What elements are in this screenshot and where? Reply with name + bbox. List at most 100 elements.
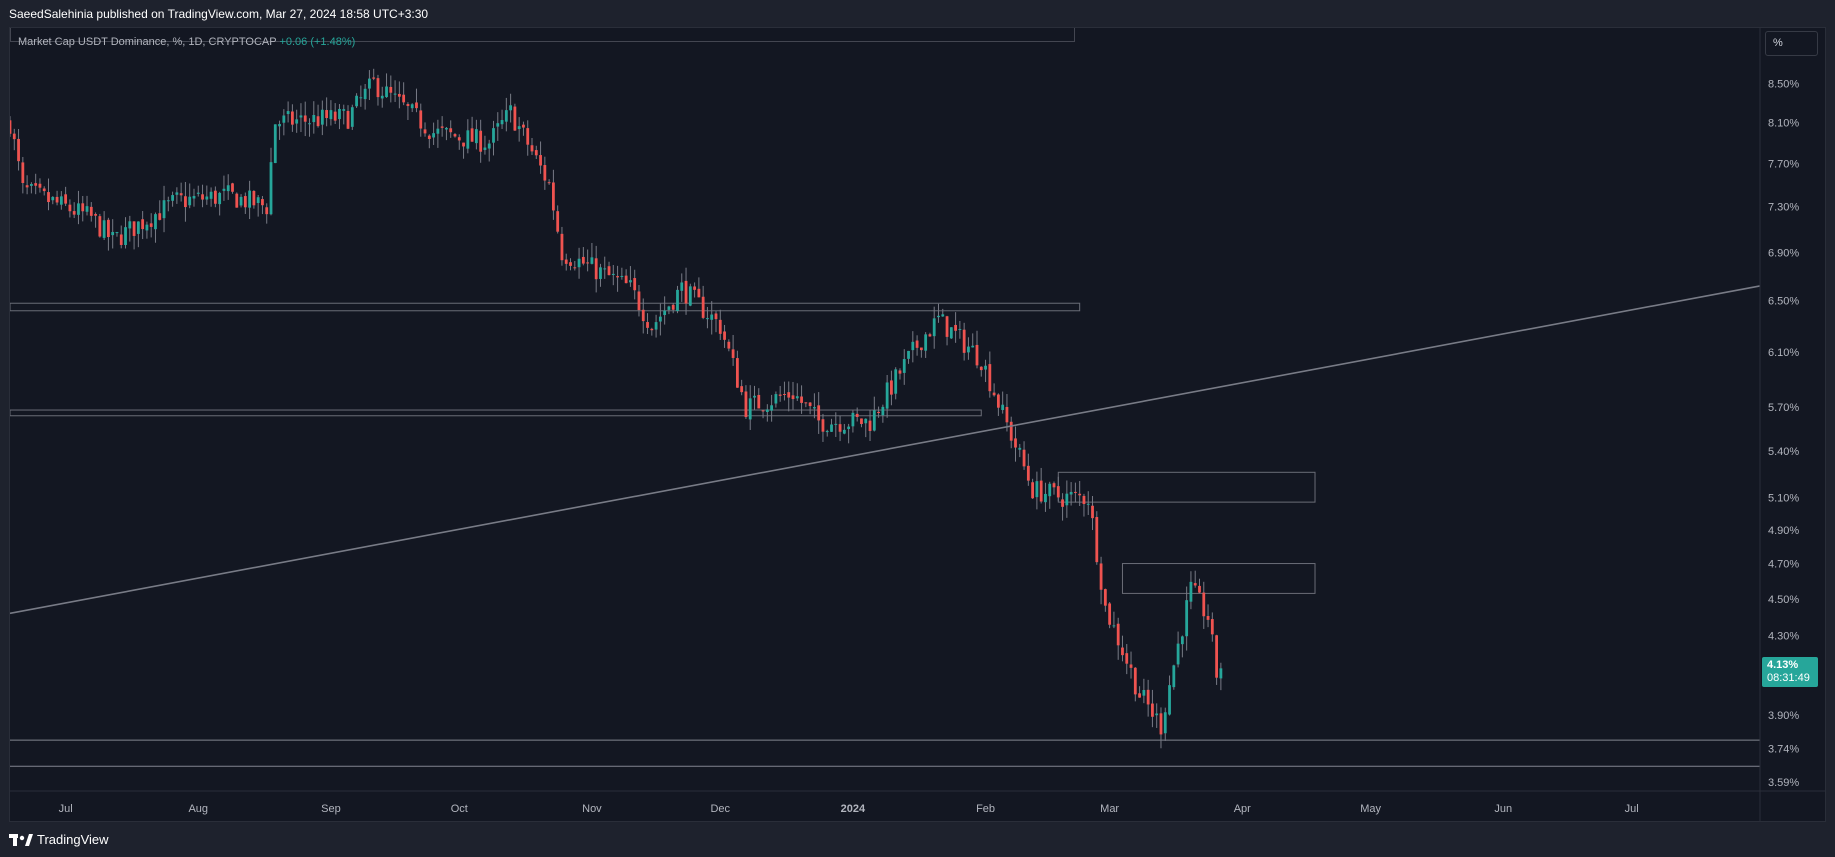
candle-up xyxy=(166,200,170,202)
trendline-layer xyxy=(10,285,1761,615)
candle-down xyxy=(646,322,649,328)
candle-down xyxy=(547,182,551,184)
candle-up xyxy=(517,126,521,130)
price-tick-label: 3.90% xyxy=(1768,710,1799,722)
candle-up xyxy=(834,423,838,425)
candle-down xyxy=(462,142,465,147)
candle-down xyxy=(992,392,996,396)
candle-down xyxy=(928,334,932,337)
candle-up xyxy=(590,257,594,264)
candle-up xyxy=(667,306,671,310)
candle-down xyxy=(423,129,427,134)
candle-up xyxy=(825,430,829,433)
candle-up xyxy=(753,395,756,398)
candle-up xyxy=(136,221,140,234)
candle-up xyxy=(658,316,662,322)
candle-down xyxy=(919,347,923,351)
candle-up xyxy=(363,88,367,100)
tradingview-logo[interactable]: TradingView xyxy=(9,832,109,847)
candle-down xyxy=(261,199,264,206)
candle-down xyxy=(996,394,1000,408)
time-tick-label: Feb xyxy=(976,803,995,815)
candle-up xyxy=(1219,668,1223,679)
candle-up xyxy=(851,412,855,427)
candle-up xyxy=(380,95,384,99)
price-tick-label: 4.70% xyxy=(1768,559,1799,571)
candle-down xyxy=(1202,592,1206,617)
price-tick-label: 4.90% xyxy=(1768,525,1799,537)
candle-up xyxy=(1018,447,1022,450)
last-price-label: 4.13% 08:31:49 xyxy=(1762,657,1818,687)
candle-up xyxy=(492,128,495,143)
time-tick-label: Mar xyxy=(1100,803,1119,815)
candle-down xyxy=(265,207,269,215)
candle-down xyxy=(1103,589,1107,606)
candle-down xyxy=(569,262,572,266)
candlestick-chart[interactable]: 9.00%8.50%8.10%7.70%7.30%6.90%6.50%6.10%… xyxy=(10,28,1825,821)
candle-down xyxy=(560,233,564,261)
candle-down xyxy=(42,188,46,192)
candle-up xyxy=(1172,665,1176,688)
symbol-legend[interactable]: Market Cap USDT Dominance, %, 1D, CRYPTO… xyxy=(18,36,355,48)
candle-up xyxy=(188,196,192,206)
candle-up xyxy=(842,429,846,434)
candle-up xyxy=(278,124,281,127)
candle-down xyxy=(470,128,474,142)
candle-down xyxy=(855,413,859,417)
price-tick-label: 7.70% xyxy=(1768,158,1799,170)
candle-down xyxy=(530,145,534,152)
candle-up xyxy=(209,191,213,199)
candle-up xyxy=(663,310,667,316)
candle-up xyxy=(1069,491,1073,495)
zones-layer xyxy=(10,302,1316,594)
candle-up xyxy=(466,130,470,149)
candle-down xyxy=(1121,647,1124,656)
candle-up xyxy=(680,282,684,291)
candle-down xyxy=(744,391,748,418)
price-tick-label: 6.90% xyxy=(1768,247,1799,259)
candle-up xyxy=(1035,481,1039,498)
candle-down xyxy=(213,190,217,204)
candle-up xyxy=(984,365,987,370)
price-change: +0.06 (+1.48%) xyxy=(279,36,356,48)
candle-down xyxy=(1091,505,1094,519)
candle-down xyxy=(1014,438,1017,448)
candle-up xyxy=(688,286,692,306)
time-tick-label: Nov xyxy=(582,803,602,815)
candle-down xyxy=(1125,653,1129,664)
candle-down xyxy=(581,256,585,264)
candle-down xyxy=(551,182,555,211)
candle-up xyxy=(59,196,63,205)
candle-up xyxy=(932,318,936,337)
chart-pane[interactable]: 9.00%8.50%8.10%7.70%7.30%6.90%6.50%6.10%… xyxy=(9,27,1826,822)
candle-up xyxy=(256,197,260,203)
candle-up xyxy=(320,109,324,125)
candle-down xyxy=(633,278,637,291)
candle-down xyxy=(10,120,12,134)
candle-up xyxy=(770,405,774,411)
candle-down xyxy=(64,194,68,204)
candle-up xyxy=(102,220,106,238)
candle-up xyxy=(496,123,500,127)
candle-down xyxy=(402,94,406,103)
candle-up xyxy=(368,78,371,89)
candle-up xyxy=(295,119,299,124)
candle-down xyxy=(453,134,457,137)
publish-info: SaeedSalehinia published on TradingView.… xyxy=(9,7,429,21)
candle-down xyxy=(1210,619,1214,635)
candle-down xyxy=(791,395,795,400)
candle-down xyxy=(761,410,765,412)
candle-down xyxy=(1138,693,1141,698)
scale-unit-button[interactable]: % xyxy=(1765,31,1818,56)
candle-down xyxy=(231,183,234,192)
candle-up xyxy=(111,231,115,236)
candle-down xyxy=(1193,583,1197,586)
candle-down xyxy=(107,219,110,238)
candle-up xyxy=(226,185,230,192)
price-tick-label: 6.50% xyxy=(1768,296,1799,308)
candle-up xyxy=(967,346,970,353)
candle-down xyxy=(877,411,880,414)
candle-down xyxy=(316,116,320,127)
candle-up xyxy=(273,124,277,164)
time-axis: Jul Aug Sep Oct Nov Dec 2024 Feb Mar Apr May Jun Jul xyxy=(59,803,1639,815)
